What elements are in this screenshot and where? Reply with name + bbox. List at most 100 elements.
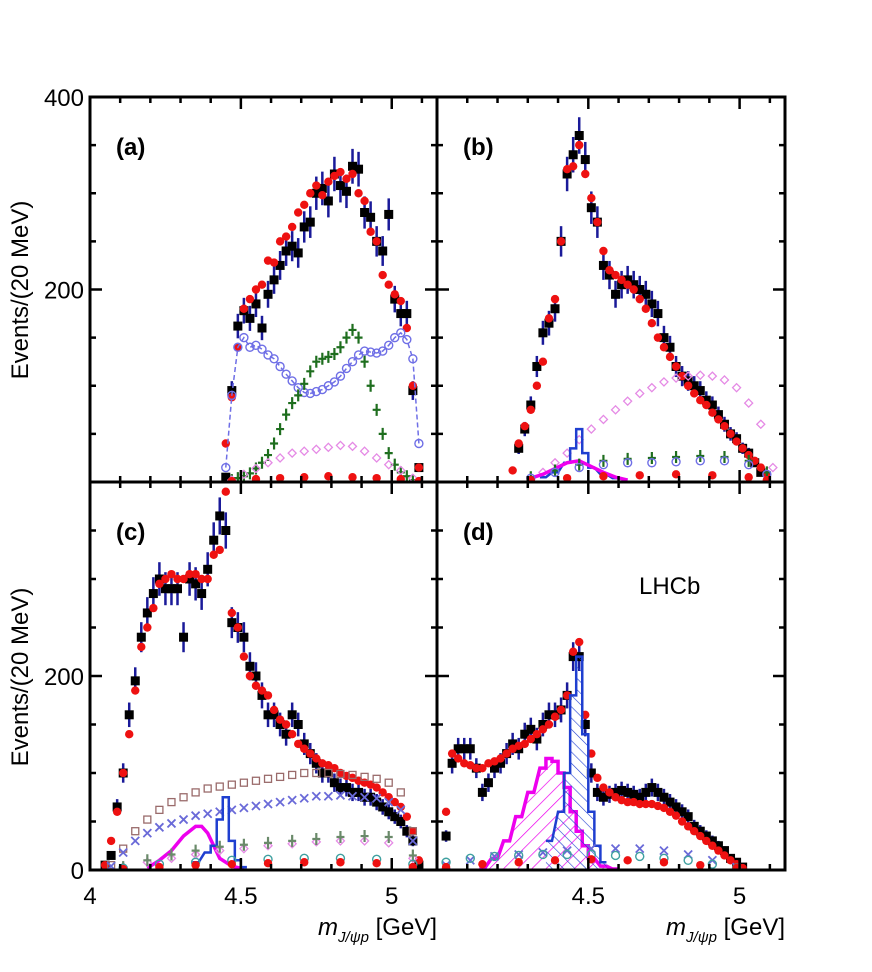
pd-fit-point-27 [605, 788, 614, 797]
pa-lambda-1405-like-point-2 [233, 342, 243, 352]
pb-fit-point-29 [683, 381, 693, 390]
pc-fit-point-16 [197, 574, 206, 584]
pa-red-band-point-1 [251, 474, 261, 482]
x-axis-label-left-main: m [318, 914, 338, 941]
pc-data-point-38 [329, 778, 339, 788]
pc-brown-point-6 [179, 793, 188, 802]
pa-lambda-1405-like-point-29 [396, 328, 406, 338]
pc-fit-point-20 [221, 487, 230, 496]
pb-violet-point-14 [707, 371, 718, 382]
pb-green-point-7 [696, 450, 705, 463]
pb-violet-point-16 [731, 382, 742, 393]
pd-data-point-46 [719, 846, 729, 856]
pd-fit-point-15 [532, 730, 542, 739]
pc-fit-point-45 [372, 783, 381, 792]
pb-fit-point-20 [629, 285, 638, 294]
pb-fit-point-26 [665, 352, 675, 362]
pa-data-point-31 [408, 386, 418, 396]
pd-data-point-30 [623, 787, 633, 797]
x-tick-label-c-2: 5 [385, 883, 398, 910]
pb-fit-point-3 [526, 405, 536, 415]
pc-data-point-16 [197, 589, 207, 599]
ticks-a [88, 95, 437, 484]
pc-periwinkle-point-18 [323, 791, 334, 801]
plot-area-b [508, 117, 778, 482]
pd-data-point-35 [653, 787, 663, 797]
pa-data-point-24 [366, 212, 376, 222]
pa-lambda-1520-like-point-10 [288, 397, 297, 410]
pc-data-point-14 [185, 574, 195, 584]
pa-data-point-13 [299, 222, 309, 232]
pa-fit-point-6 [257, 280, 267, 289]
pc-grey-green-point-8 [312, 832, 321, 845]
pc-fit-point-48 [390, 797, 399, 807]
pc-fit-point-10 [161, 574, 170, 584]
panel-label-a: (a) [116, 134, 145, 161]
pa-lambda-1520-like-point-29 [402, 470, 411, 482]
x-tick-label-d-0: 4.5 [572, 883, 605, 910]
pc-fit-point-8 [149, 603, 158, 613]
pc-data-point-28 [269, 710, 279, 720]
pb-data-point-30 [695, 386, 705, 396]
pc-fit-point-51 [408, 827, 418, 836]
pc-fit-point-24 [245, 671, 255, 681]
pc-data-point-27 [263, 710, 273, 720]
pa-lambda-1520-like-point-23 [366, 379, 375, 392]
pb-fit-point-12 [581, 169, 590, 179]
pc-periwinkle-point-2 [130, 836, 140, 846]
pd-red-band-point-3 [550, 856, 560, 865]
pa-lambda-1405-like-point-18 [329, 377, 340, 387]
pc-grey-green-point-4 [215, 840, 224, 853]
pb-fit-point-1 [514, 439, 523, 448]
pb-red-band-point-3 [635, 471, 644, 480]
pd-data-point-4 [465, 744, 475, 754]
pc-violet-point-9 [335, 835, 346, 846]
pa-violet-point-5 [287, 448, 298, 459]
pc-fit-point-23 [239, 652, 249, 661]
series-pc-periwinkle [106, 790, 418, 870]
pc-periwinkle-point-7 [190, 811, 201, 821]
pc-violet-point-4 [214, 845, 225, 856]
pc-red-band-point-6 [336, 858, 345, 867]
pc-data-point-45 [372, 797, 382, 807]
pb-data-point-2 [526, 400, 536, 410]
pc-fit-point-21 [227, 608, 237, 618]
pa-lambda-1405-like-point-30 [402, 334, 412, 345]
pb-data-point-19 [629, 280, 639, 290]
pd-fit-point-26 [599, 783, 608, 792]
pd-data-point-38 [671, 802, 681, 812]
pc-violet-point-5 [238, 843, 249, 854]
pa-violet-point-14 [395, 465, 406, 476]
pc-brown-point-14 [275, 772, 285, 782]
pb-fit-point-11 [575, 140, 584, 150]
pd-fit-point-9 [496, 754, 505, 763]
pa-data-point-15 [311, 188, 321, 198]
pd-fit-point-2 [453, 754, 463, 763]
pd-teal-point-7 [610, 850, 621, 861]
pb-fit-point-24 [653, 333, 663, 342]
pc-violet-point-8 [311, 836, 322, 847]
pa-data-point-6 [257, 323, 267, 333]
pb-data-point-23 [653, 309, 663, 319]
pc-periwinkle-point-5 [166, 818, 177, 829]
pd-periwinkle-point-7 [610, 844, 621, 854]
pc-data-point-47 [384, 807, 394, 817]
pa-violet-point-9 [335, 440, 346, 451]
x-tick-label-d-1: 5 [733, 883, 746, 910]
pd-periwinkle-point-1 [465, 855, 475, 865]
pc-fit-point-22 [233, 623, 243, 632]
pc-fit-point-35 [312, 754, 321, 763]
pd-fit-point-47 [726, 856, 735, 865]
pb-violet-point-8 [634, 388, 645, 399]
pc-data-point-18 [209, 535, 219, 545]
pc-periwinkle-point-17 [311, 791, 321, 801]
pc-fit-point-18 [209, 550, 218, 559]
pa-red-band-point-2 [275, 473, 285, 482]
pc-violet-point-12 [407, 853, 418, 864]
pc-periwinkle-point-3 [142, 828, 152, 838]
pb-violet-point-17 [743, 398, 754, 408]
pc-fit-point-50 [402, 812, 412, 821]
pa-violet-point-8 [323, 442, 334, 453]
pb-data-point-0 [514, 443, 524, 453]
pb-data-point-25 [665, 342, 675, 352]
